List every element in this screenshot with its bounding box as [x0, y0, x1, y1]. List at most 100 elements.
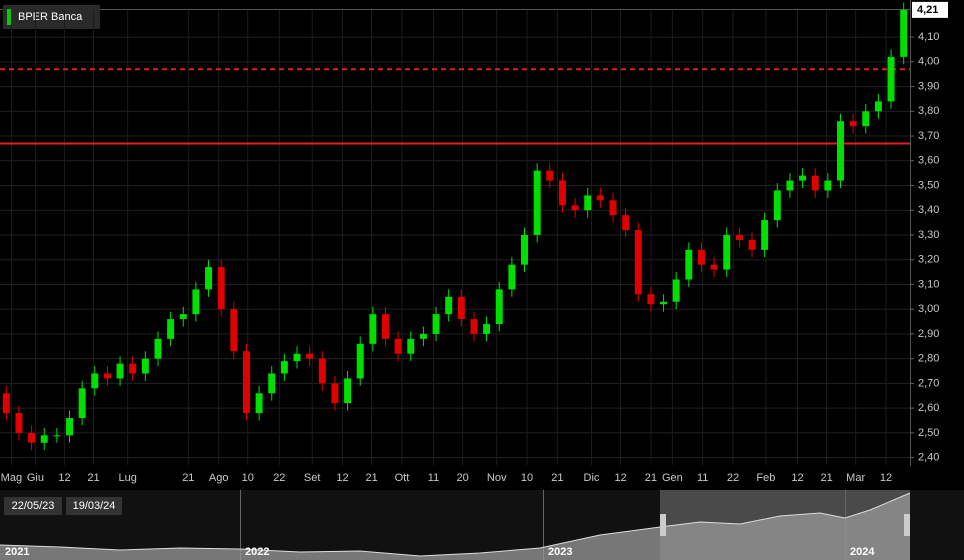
x-tick-label: 20: [456, 472, 468, 484]
candle-body: [761, 220, 769, 250]
x-tick-label: Nov: [487, 472, 507, 484]
candle-body: [116, 363, 124, 379]
x-tick-label: Ago: [209, 472, 229, 484]
candle-body: [874, 101, 882, 112]
legend-box: [3, 5, 100, 29]
candle-body: [217, 267, 225, 310]
candle-body: [103, 373, 111, 379]
last-price-box: [912, 1, 948, 18]
navigator-handle[interactable]: [660, 514, 666, 536]
candle-body: [432, 314, 440, 334]
y-tick-label: 3,00: [918, 303, 939, 315]
candle-body: [811, 175, 819, 191]
candle-body: [192, 289, 200, 315]
candle-body: [685, 249, 693, 280]
y-tick-label: 3,50: [918, 179, 939, 191]
y-tick-label: 3,70: [918, 130, 939, 142]
candle-body: [596, 195, 604, 201]
candle-body: [571, 205, 579, 211]
y-tick-label: 3,80: [918, 105, 939, 117]
candle-body: [167, 319, 175, 339]
x-tick-label: 21: [645, 472, 657, 484]
x-tick-label: 22: [727, 472, 739, 484]
y-tick-label: 2,50: [918, 427, 939, 439]
y-tick-label: 2,40: [918, 451, 939, 463]
candle-body: [344, 378, 352, 404]
candle-body: [306, 353, 314, 359]
candle-body: [242, 351, 250, 414]
y-tick-label: 3,30: [918, 229, 939, 241]
candle-body: [28, 432, 36, 443]
x-tick-label: 12: [336, 472, 348, 484]
x-tick-label: Mag: [1, 472, 22, 484]
candle-body: [394, 338, 402, 354]
y-tick-label: 3,60: [918, 155, 939, 167]
x-tick-label: Gen: [662, 472, 683, 484]
x-tick-label: Giu: [27, 472, 44, 484]
candle-body: [773, 190, 781, 221]
candle-body: [748, 239, 756, 250]
candle-body: [887, 56, 895, 102]
year-label: 2021: [5, 546, 29, 558]
y-tick-label: 3,40: [918, 204, 939, 216]
candle-body: [710, 264, 718, 270]
candle-body: [457, 296, 465, 320]
candle-body: [129, 363, 137, 374]
x-tick-label: Lug: [118, 472, 136, 484]
x-tick-label: Set: [304, 472, 321, 484]
y-tick-label: 2,70: [918, 377, 939, 389]
x-tick-label: Feb: [756, 472, 775, 484]
x-tick-label: 22: [273, 472, 285, 484]
x-tick-label: Ott: [395, 472, 410, 484]
candle-body: [419, 333, 427, 339]
x-tick-label: Dic: [584, 472, 600, 484]
x-tick-label: 21: [182, 472, 194, 484]
candle-body: [293, 353, 301, 362]
candle-body: [533, 170, 541, 235]
candle-body: [735, 234, 743, 240]
y-tick-label: 2,90: [918, 328, 939, 340]
candle-body: [837, 121, 844, 181]
candle-body: [470, 319, 478, 334]
candle-body: [66, 418, 73, 436]
x-tick-label: 21: [820, 472, 832, 484]
x-tick-label: 11: [697, 472, 708, 484]
legend-label: BPER Banca: [18, 11, 83, 23]
y-tick-label: 4,10: [918, 31, 939, 43]
candle-body: [91, 373, 99, 389]
y-tick-label: 4,00: [918, 56, 939, 68]
candle-body: [508, 264, 516, 290]
y-tick-label: 2,60: [918, 402, 939, 414]
navigator-handle[interactable]: [904, 514, 910, 536]
date-box: [4, 497, 62, 515]
legend: BPER Banca: [3, 5, 100, 29]
y-tick-label: 2,80: [918, 353, 939, 365]
candle-body: [445, 296, 453, 315]
candle-body: [407, 338, 415, 354]
candle-body: [53, 435, 61, 437]
candle-body: [824, 180, 832, 191]
candle-body: [862, 111, 870, 127]
last-price-label: 4,21: [917, 4, 938, 16]
x-tick-label: 11: [428, 472, 439, 484]
x-tick-label: 21: [551, 472, 563, 484]
candle-body: [672, 279, 680, 302]
candle-body: [230, 309, 238, 352]
candle-body: [280, 361, 288, 374]
x-tick-label: 12: [791, 472, 803, 484]
candle-body: [799, 175, 807, 181]
candle-body: [356, 343, 364, 379]
candle-body: [697, 249, 705, 265]
navigator-area: [0, 493, 910, 560]
y-tick-label: 3,90: [918, 80, 939, 92]
candle-body: [521, 234, 528, 265]
candle-body: [78, 388, 86, 419]
candle-body: [900, 9, 908, 57]
x-tick-label: 21: [87, 472, 99, 484]
end-date: 19/03/24: [73, 500, 116, 512]
candle-body: [723, 234, 731, 270]
candle-body: [369, 314, 377, 344]
candle-body: [622, 215, 630, 231]
candle-body: [558, 180, 566, 206]
